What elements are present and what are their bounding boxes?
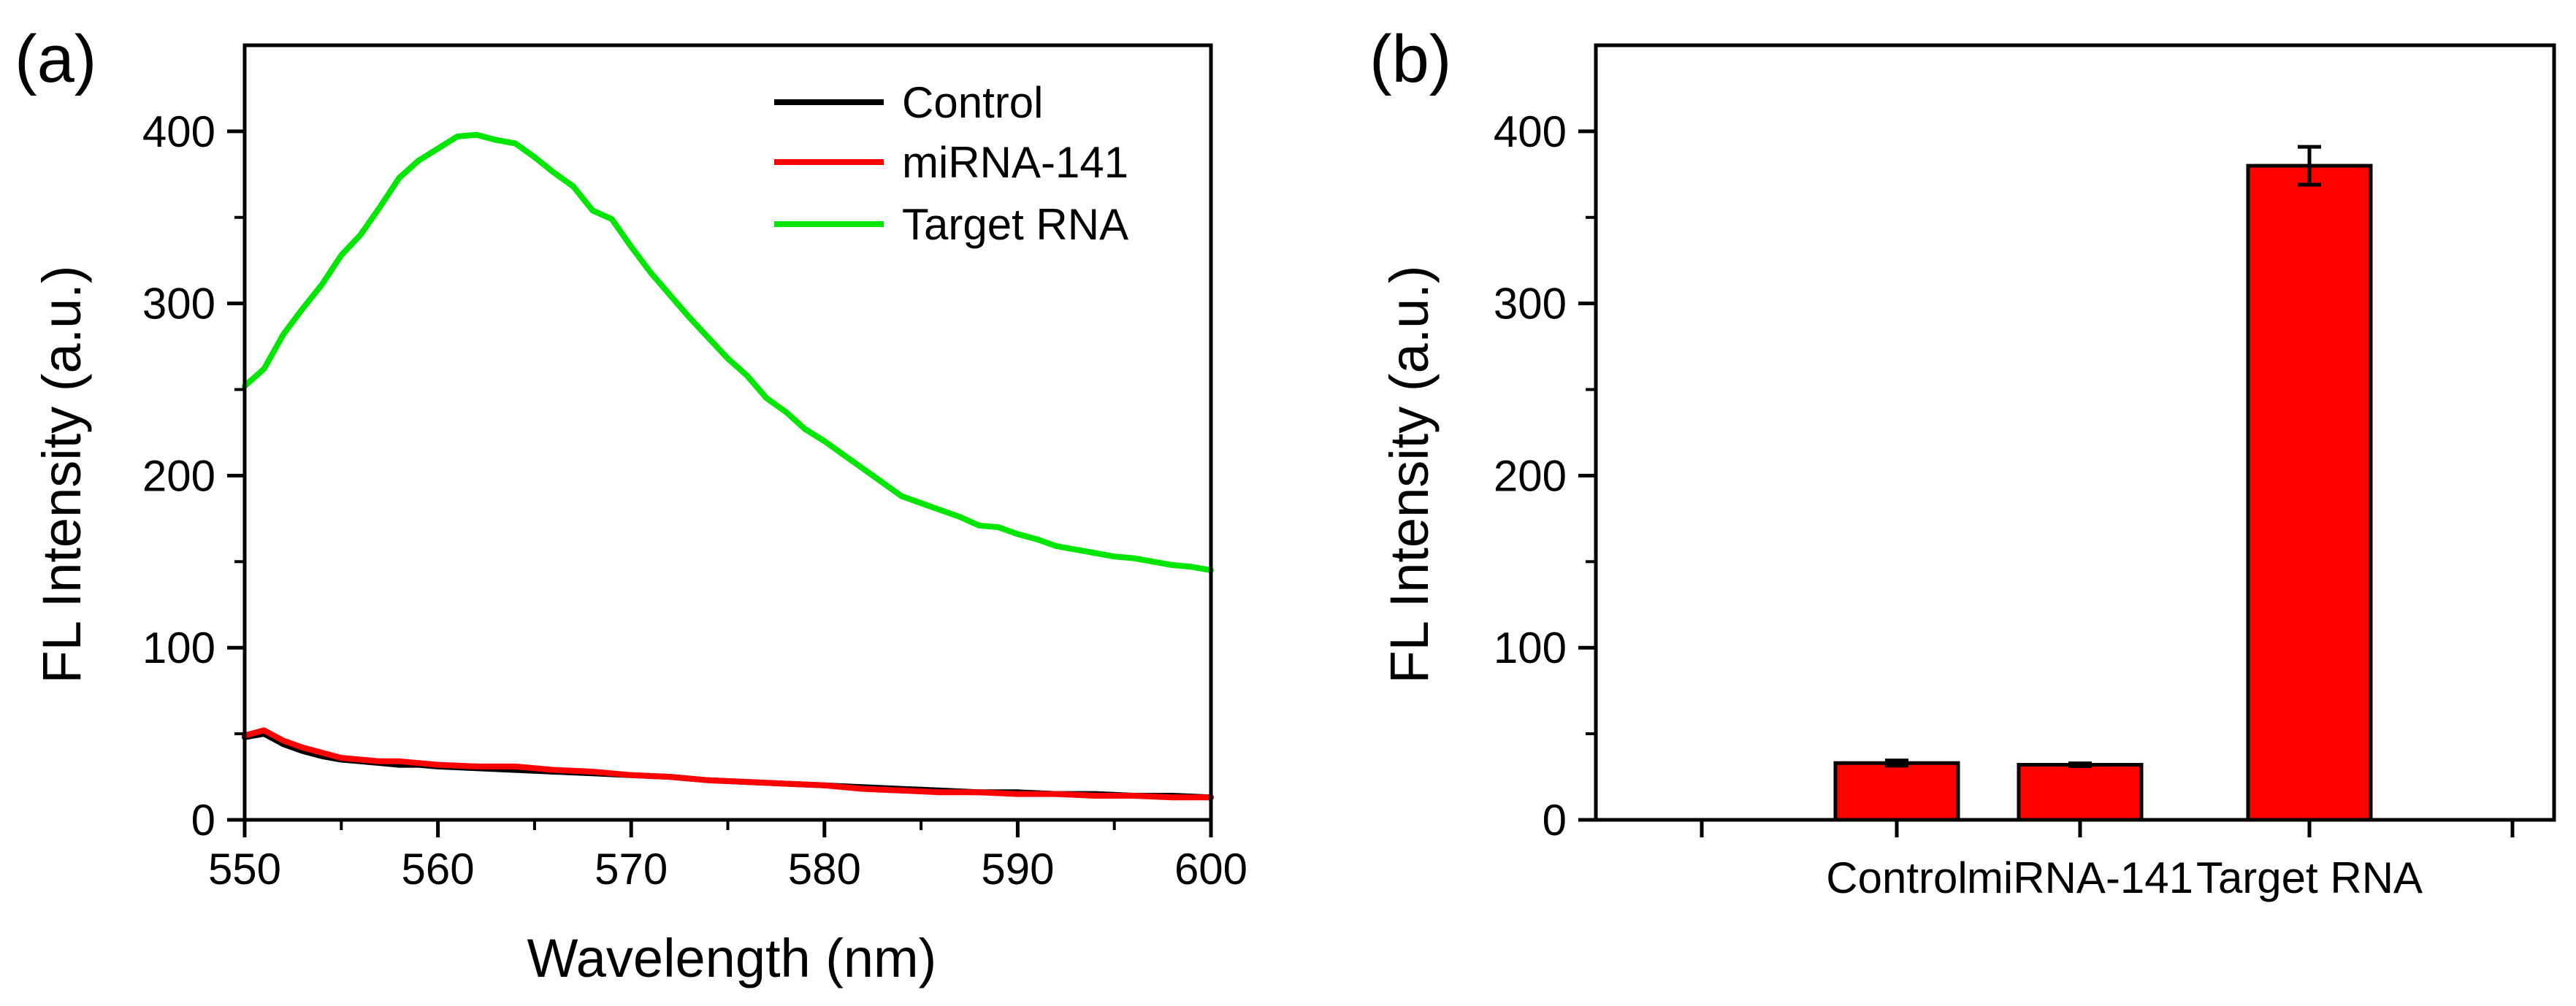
y-tick-label: 400 [1494, 107, 1567, 156]
x-category-label: Control [1826, 853, 1967, 902]
panel-b-bars-group [1833, 145, 2373, 822]
x-tick-label: 580 [788, 845, 861, 894]
y-tick-label: 0 [1543, 796, 1567, 845]
y-tick-label: 100 [1494, 623, 1567, 672]
series-line-control [242, 731, 1214, 801]
y-tick-label: 100 [142, 623, 215, 672]
panel-a-y-axis-title: FL Intensity (a.u.) [31, 265, 92, 683]
panel-b-axes: 0 100 200 300 400 Control miRNA-141 Target RNA [1494, 43, 2556, 902]
legend-label-mirna-141: miRNA-141 [902, 138, 1128, 187]
y-tick-label: 0 [191, 796, 215, 845]
y-tick-label: 400 [142, 107, 215, 156]
panel-a-axes: 550 560 570 580 590 600 0 100 200 300 400 [142, 43, 1247, 894]
legend: Control miRNA-141 Target RNA [774, 78, 1128, 249]
y-tick-label: 300 [1494, 280, 1567, 329]
y-tick-label: 200 [1494, 451, 1567, 500]
x-category-label: Target RNA [2196, 853, 2423, 902]
legend-label-control: Control [902, 78, 1043, 127]
x-tick-label: 590 [981, 845, 1054, 894]
x-category-label: miRNA-141 [1967, 853, 2193, 902]
y-tick-label: 200 [142, 451, 215, 500]
panel-b-label: (b) [1369, 22, 1451, 96]
panel-b-bar-chart: (b) 0 100 200 300 400 Control miRNA-141 Target … [1369, 22, 2556, 902]
panel-a-series-group [242, 131, 1214, 801]
series-line-target-rna [242, 131, 1214, 574]
panel-b-y-axis-title: FL Intensity (a.u.) [1379, 265, 1440, 683]
x-tick-label: 600 [1174, 845, 1247, 894]
bar-mirna-141 [2017, 763, 2144, 822]
x-tick-label: 570 [595, 845, 668, 894]
bar-target-rna [2246, 164, 2373, 822]
series-line-mirna-141 [242, 727, 1214, 801]
bar-control [1833, 761, 1960, 822]
x-tick-label: 550 [208, 845, 281, 894]
panel-b-plot-frame [1594, 43, 2556, 822]
y-tick-label: 300 [142, 280, 215, 329]
x-tick-label: 560 [402, 845, 475, 894]
legend-label-target-rna: Target RNA [902, 200, 1128, 249]
panel-a-x-axis-title: Wavelength (nm) [527, 928, 937, 988]
panel-a-label: (a) [15, 22, 96, 96]
panel-a-line-chart: (a) 550 560 570 580 590 600 0 100 200 300 400 Cont… [15, 22, 1247, 988]
